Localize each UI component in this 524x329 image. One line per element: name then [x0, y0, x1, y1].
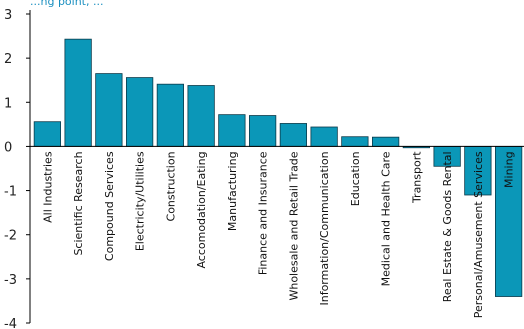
y-tick-label: -2	[4, 229, 17, 244]
bar	[495, 146, 523, 297]
category-label: Manufacturing	[226, 151, 239, 231]
chart-title-fragment: ...ng point, ...	[30, 0, 104, 8]
bar	[372, 136, 400, 147]
category-label: Education	[349, 151, 362, 206]
y-tick-label: 0	[4, 140, 12, 155]
category-label: Transport	[410, 151, 423, 204]
bar	[95, 73, 123, 147]
category-label: Construction	[164, 151, 177, 221]
category-label: Accomodation/Eating	[195, 151, 208, 268]
bar	[156, 83, 184, 147]
category-label: Medical and Health Care	[380, 151, 393, 286]
category-label: Scientific Research	[72, 151, 85, 255]
bar	[126, 77, 154, 147]
category-label: Personal/Amusement Services	[472, 151, 485, 318]
y-tick-label: -4	[4, 317, 17, 329]
bar	[64, 38, 92, 147]
category-label: Electricity/Utilities	[134, 151, 147, 251]
bar	[33, 121, 61, 147]
y-tick-label: 1	[4, 96, 12, 111]
bar	[187, 85, 215, 147]
bar	[310, 126, 338, 147]
category-label: Information/Communication	[318, 151, 331, 305]
category-label: Mining	[503, 151, 516, 188]
y-tick-label: 2	[4, 52, 12, 67]
category-label: Finance and Insurance	[257, 151, 270, 275]
y-tick-label: 3	[4, 8, 12, 23]
bar	[279, 123, 307, 147]
category-label: Compound Services	[103, 151, 116, 261]
bar	[341, 136, 369, 147]
bar	[249, 115, 277, 147]
bar	[464, 146, 492, 196]
bar	[218, 114, 246, 147]
category-labels: All Industries Scientific Research Compoun…	[41, 151, 515, 319]
y-axis: 3 2 1 0 -1 -2 -3 -4	[4, 8, 31, 329]
category-label: Real Estate & Goods Rental	[441, 151, 454, 302]
y-tick-label: -3	[4, 273, 17, 288]
category-label: Wholesale and Retail Trade	[287, 151, 300, 300]
bars	[33, 38, 523, 297]
y-tick-label: -1	[4, 185, 17, 200]
category-label: All Industries	[41, 151, 54, 223]
